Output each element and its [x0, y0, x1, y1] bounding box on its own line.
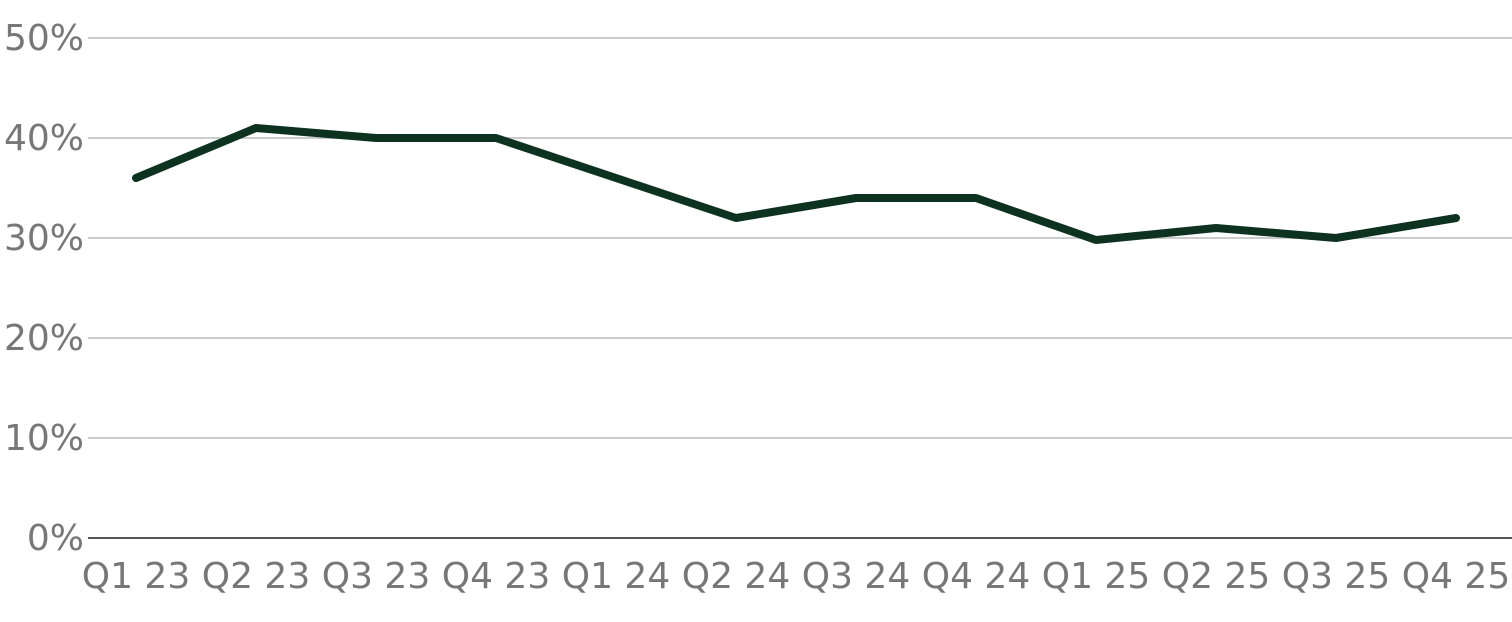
x-tick-label: Q1 23 [82, 556, 191, 597]
x-tick-label: Q4 25 [1402, 556, 1511, 597]
x-tick-label: Q3 23 [322, 556, 431, 597]
x-tick-label: Q1 24 [562, 556, 671, 597]
x-tick-label: Q2 24 [682, 556, 791, 597]
y-tick-label: 0% [27, 518, 84, 559]
x-tick-label: Q2 23 [202, 556, 311, 597]
x-tick-label: Q4 23 [442, 556, 551, 597]
y-tick-label: 20% [4, 318, 84, 359]
line [132, 124, 1460, 244]
y-tick-label: 40% [4, 118, 84, 159]
x-tick-label: Q3 24 [802, 556, 911, 597]
x-tick-label: Q1 25 [1042, 556, 1151, 597]
y-tick-label: 10% [4, 418, 84, 459]
y-tick-label: 30% [4, 218, 84, 259]
y-tick-label: 50% [4, 18, 84, 59]
x-tick-label: Q2 25 [1162, 556, 1271, 597]
x-tick-label: Q3 25 [1282, 556, 1391, 597]
x-tick-label: Q4 24 [922, 556, 1031, 597]
